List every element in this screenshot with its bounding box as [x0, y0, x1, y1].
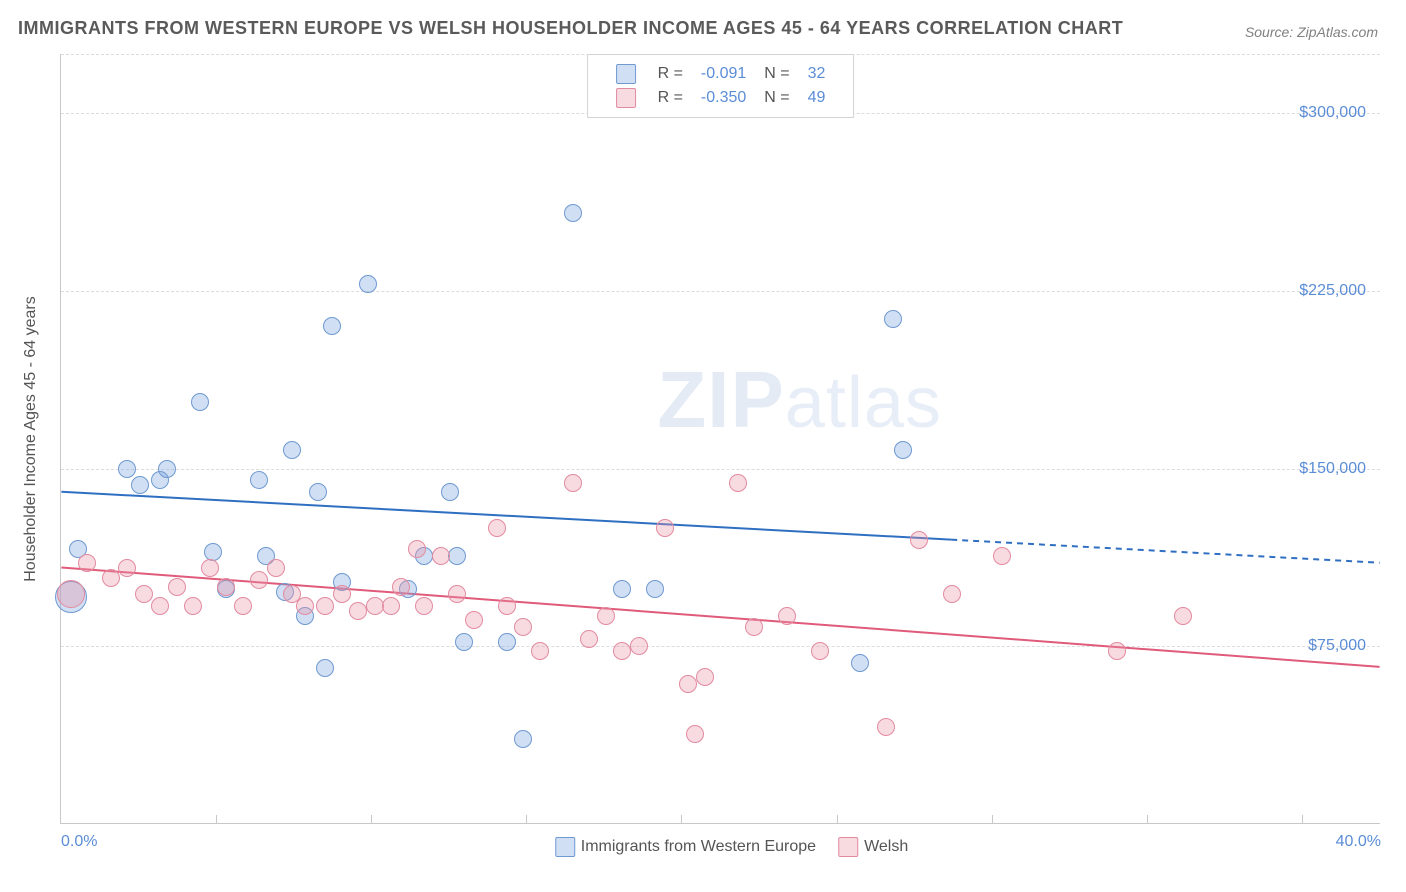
point-welsh: [1108, 642, 1126, 660]
legend-N-label: N =: [756, 87, 797, 109]
point-immigrants: [250, 471, 268, 489]
legend-bottom-swatch-welsh: [838, 837, 858, 857]
point-welsh: [333, 585, 351, 603]
point-immigrants: [191, 393, 209, 411]
point-welsh: [531, 642, 549, 660]
y-axis-title: Householder Income Ages 45 - 64 years: [22, 296, 40, 582]
point-immigrants: [118, 460, 136, 478]
point-welsh: [135, 585, 153, 603]
point-welsh: [597, 607, 615, 625]
point-immigrants: [455, 633, 473, 651]
point-welsh: [432, 547, 450, 565]
point-welsh: [234, 597, 252, 615]
point-welsh: [656, 519, 674, 537]
point-welsh: [78, 554, 96, 572]
point-welsh: [151, 597, 169, 615]
point-immigrants: [613, 580, 631, 598]
point-welsh: [613, 642, 631, 660]
legend-bottom-label-immigrants: Immigrants from Western Europe: [581, 838, 816, 855]
legend-N-label: N =: [756, 63, 797, 85]
source-attribution: Source: ZipAtlas.com: [1245, 24, 1378, 40]
legend-swatch-immigrants: [616, 64, 636, 84]
point-welsh: [415, 597, 433, 615]
trend-lines: [61, 54, 1380, 823]
point-immigrants: [158, 460, 176, 478]
series-legend: Immigrants from Western Europe Welsh: [533, 837, 909, 857]
point-welsh: [514, 618, 532, 636]
point-immigrants: [316, 659, 334, 677]
point-welsh: [993, 547, 1011, 565]
point-immigrants: [646, 580, 664, 598]
point-welsh: [729, 474, 747, 492]
legend-N-value: 49: [800, 87, 834, 109]
point-welsh: [349, 602, 367, 620]
point-welsh: [580, 630, 598, 648]
point-immigrants: [131, 476, 149, 494]
legend-row-immigrants: R =-0.091N =32: [608, 63, 834, 85]
point-welsh: [630, 637, 648, 655]
point-welsh: [943, 585, 961, 603]
point-immigrants: [448, 547, 466, 565]
legend-swatch-welsh: [616, 88, 636, 108]
legend-R-label: R =: [650, 63, 691, 85]
point-welsh: [102, 569, 120, 587]
legend-N-value: 32: [800, 63, 834, 85]
legend-R-value: -0.350: [693, 87, 754, 109]
point-immigrants: [323, 317, 341, 335]
point-welsh: [316, 597, 334, 615]
point-welsh: [201, 559, 219, 577]
point-welsh: [250, 571, 268, 589]
plot-area: ZIPatlas Householder Income Ages 45 - 64…: [60, 54, 1380, 824]
point-immigrants: [283, 441, 301, 459]
point-welsh: [296, 597, 314, 615]
point-immigrants: [359, 275, 377, 293]
legend-row-welsh: R =-0.350N =49: [608, 87, 834, 109]
trend-immigrants-dashed: [951, 540, 1379, 563]
point-immigrants: [204, 543, 222, 561]
point-welsh: [57, 580, 85, 608]
point-welsh: [696, 668, 714, 686]
point-welsh: [498, 597, 516, 615]
point-immigrants: [894, 441, 912, 459]
point-welsh: [408, 540, 426, 558]
point-immigrants: [498, 633, 516, 651]
point-immigrants: [309, 483, 327, 501]
legend-R-label: R =: [650, 87, 691, 109]
trend-immigrants: [61, 492, 951, 540]
point-welsh: [910, 531, 928, 549]
point-welsh: [1174, 607, 1192, 625]
x-tick-label: 40.0%: [1336, 833, 1381, 851]
point-welsh: [392, 578, 410, 596]
point-welsh: [488, 519, 506, 537]
x-tick-label: 0.0%: [61, 833, 97, 851]
chart-title: IMMIGRANTS FROM WESTERN EUROPE VS WELSH …: [18, 18, 1123, 39]
point-welsh: [184, 597, 202, 615]
point-immigrants: [441, 483, 459, 501]
point-welsh: [382, 597, 400, 615]
point-welsh: [745, 618, 763, 636]
point-welsh: [465, 611, 483, 629]
point-immigrants: [514, 730, 532, 748]
legend-bottom-swatch-immigrants: [555, 837, 575, 857]
point-welsh: [168, 578, 186, 596]
point-welsh: [778, 607, 796, 625]
point-welsh: [118, 559, 136, 577]
point-immigrants: [851, 654, 869, 672]
point-welsh: [877, 718, 895, 736]
point-welsh: [686, 725, 704, 743]
point-welsh: [448, 585, 466, 603]
point-welsh: [679, 675, 697, 693]
legend-bottom-label-welsh: Welsh: [864, 838, 908, 855]
point-welsh: [564, 474, 582, 492]
correlation-legend: R =-0.091N =32R =-0.350N =49: [587, 54, 855, 118]
point-welsh: [217, 578, 235, 596]
point-welsh: [366, 597, 384, 615]
point-welsh: [811, 642, 829, 660]
point-immigrants: [564, 204, 582, 222]
point-welsh: [267, 559, 285, 577]
legend-R-value: -0.091: [693, 63, 754, 85]
point-immigrants: [884, 310, 902, 328]
